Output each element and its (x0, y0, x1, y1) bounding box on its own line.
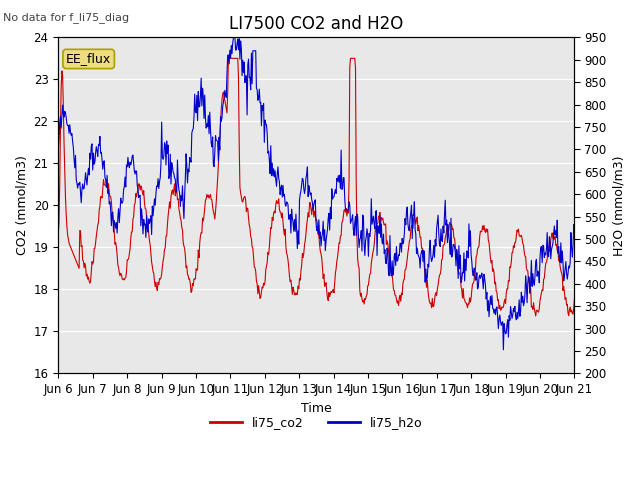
Text: No data for f_li75_diag: No data for f_li75_diag (3, 12, 129, 23)
X-axis label: Time: Time (301, 402, 332, 415)
Y-axis label: CO2 (mmol/m3): CO2 (mmol/m3) (15, 156, 28, 255)
Title: LI7500 CO2 and H2O: LI7500 CO2 and H2O (229, 15, 403, 33)
Legend: li75_co2, li75_h2o: li75_co2, li75_h2o (205, 411, 428, 434)
Text: EE_flux: EE_flux (66, 52, 111, 65)
Y-axis label: H2O (mmol/m3): H2O (mmol/m3) (612, 155, 625, 255)
